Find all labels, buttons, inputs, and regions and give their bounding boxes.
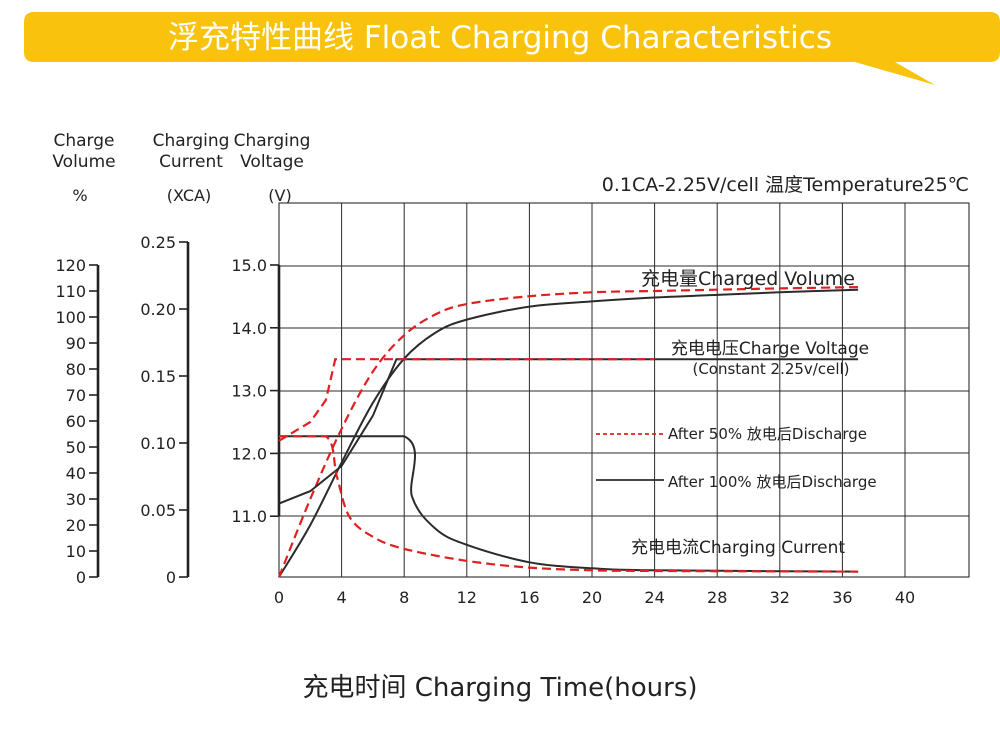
axis-tick-label-volume: 110	[55, 282, 86, 301]
x-tick-label: 24	[644, 588, 664, 607]
axis-tick-label-volume: 30	[66, 490, 86, 509]
x-tick-label: 0	[274, 588, 284, 607]
series-line-charge-voltage-50	[278, 358, 655, 442]
x-tick-label: 40	[895, 588, 915, 607]
axis-tick-label-voltage: 12.0	[231, 444, 267, 463]
plot-grid	[279, 203, 969, 577]
axis-tick-label-volume: 100	[55, 308, 86, 327]
axis-tick-label-volume: 120	[55, 256, 86, 275]
plot-frame	[278, 202, 970, 578]
axes: 0 4 8 12 16 20 24 28 32 36 40 0 10 20 30 40 50 60 70 80 90 10…	[52, 131, 915, 607]
legend-label-100: After 100% 放电后Discharge	[668, 473, 877, 491]
axis-tick-label-voltage: 14.0	[231, 319, 267, 338]
chart-title: 浮充特性曲线 Float Charging Characteristics	[168, 20, 832, 56]
x-axis-title: 充电时间 Charging Time(hours)	[302, 673, 697, 703]
x-tick-label: 20	[582, 588, 602, 607]
axis-tick-label-voltage: 15.0	[231, 256, 267, 275]
legend: After 50% 放电后Discharge After 100% 放电后Dis…	[596, 425, 877, 491]
axis-tick-label-volume: 40	[66, 464, 86, 483]
axis-title-voltage: Voltage	[240, 152, 304, 172]
series-line-charging-current-50	[279, 435, 859, 573]
axis-tick-label-voltage: 11.0	[231, 507, 267, 526]
axis-tick-label-current: 0.05	[140, 501, 176, 520]
axis-tick-label-volume: 60	[66, 412, 86, 431]
axis-title-volume: Charge	[53, 131, 114, 151]
axis-tick-label-volume: 0	[76, 568, 86, 587]
x-tick-label: 36	[832, 588, 852, 607]
label-charge-voltage-note: (Constant 2.25v/cell)	[692, 360, 849, 378]
axis-tick-label-current: 0.20	[140, 300, 176, 319]
series-line-charged-volume-50	[277, 286, 859, 578]
axis-tick-label-current: 0	[166, 568, 176, 587]
label-charge-voltage: 充电电压Charge Voltage	[671, 339, 869, 359]
x-tick-label: 12	[457, 588, 477, 607]
x-tick-label: 32	[770, 588, 790, 607]
chart-subtitle: 0.1CA-2.25V/cell 温度Temperature25℃	[602, 174, 969, 196]
x-tick-label: 28	[707, 588, 727, 607]
axis-tick-label-voltage: 13.0	[231, 382, 267, 401]
series-line-charged-volume-100	[278, 288, 859, 578]
axis-title-current: Charging	[153, 131, 230, 151]
axis-title-volume: Volume	[52, 152, 115, 172]
axis-title-current: Current	[159, 152, 223, 172]
axis-tick-label-volume: 80	[66, 360, 86, 379]
x-tick-label: 8	[399, 588, 409, 607]
axis-unit-current: (XCA)	[167, 186, 211, 205]
axis-tick-label-volume: 50	[66, 438, 86, 457]
axis-unit-voltage: (V)	[268, 186, 291, 205]
x-tick-label: 16	[519, 588, 539, 607]
banner-shape	[24, 12, 1000, 85]
title-banner: 浮充特性曲线 Float Charging Characteristics	[24, 12, 1000, 85]
axis-title-voltage: Charging	[234, 131, 311, 151]
axis-tick-label-volume: 20	[66, 516, 86, 535]
axis-tick-label-current: 0.15	[140, 367, 176, 386]
label-charged-volume: 充电量Charged Volume	[641, 268, 855, 290]
series	[277, 286, 859, 578]
x-tick-label: 4	[337, 588, 347, 607]
axis-tick-label-volume: 90	[66, 334, 86, 353]
legend-label-50: After 50% 放电后Discharge	[668, 425, 867, 443]
axis-volume: 0 10 20 30 40 50 60 70 80 90 100 110 120 ChargeVolume…	[52, 131, 115, 587]
axis-tick-label-volume: 70	[66, 386, 86, 405]
axis-unit-volume: %	[72, 186, 87, 205]
axis-tick-label-volume: 10	[66, 542, 86, 561]
label-charging-current: 充电电流Charging Current	[631, 538, 845, 558]
axis-tick-label-current: 0.10	[140, 434, 176, 453]
axis-tick-label-current: 0.25	[140, 233, 176, 252]
